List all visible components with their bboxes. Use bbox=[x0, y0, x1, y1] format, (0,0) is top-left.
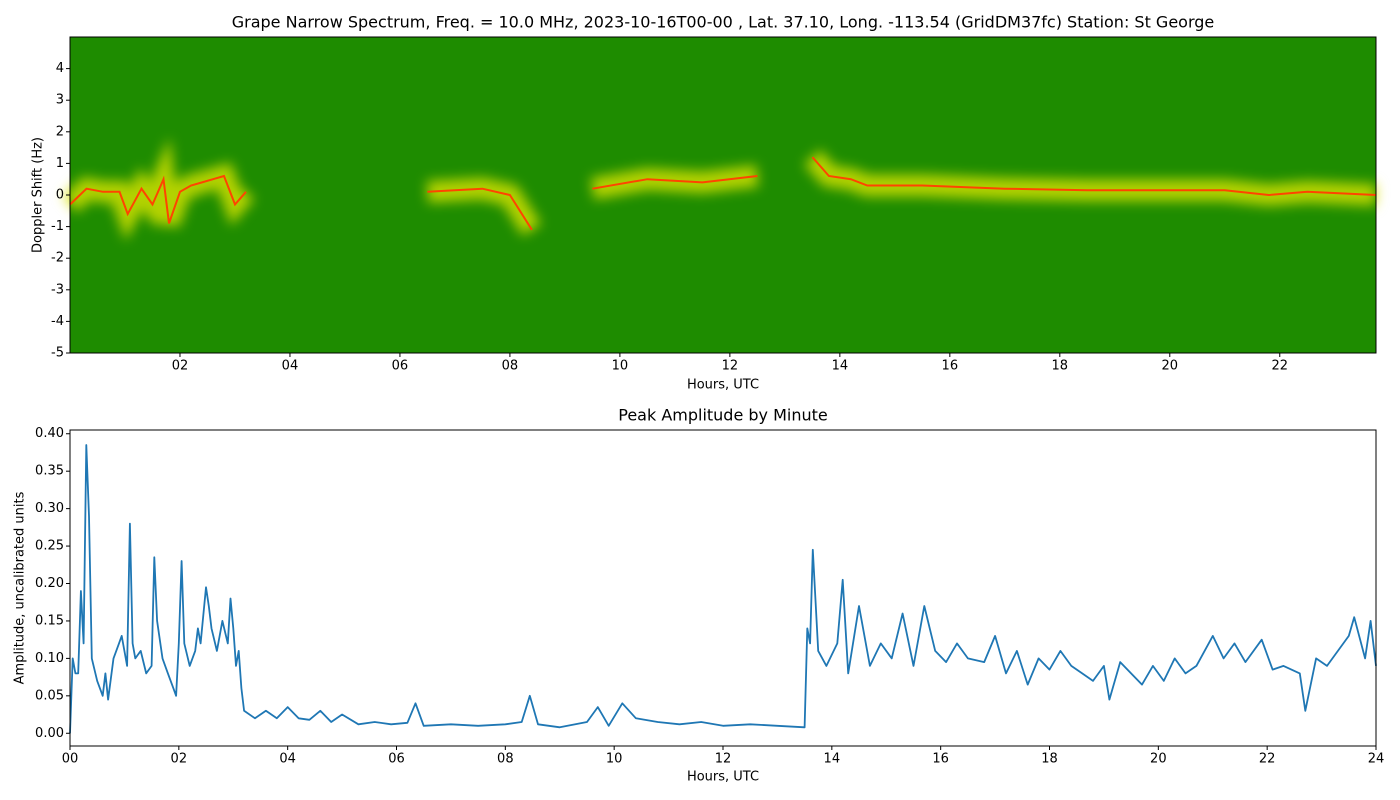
chart-title: Peak Amplitude by Minute bbox=[618, 406, 828, 425]
x-tick-label: 10 bbox=[612, 359, 629, 374]
y-tick-label: -5 bbox=[51, 346, 64, 361]
y-tick-label: 0.25 bbox=[35, 539, 64, 554]
y-tick-label: 0.10 bbox=[35, 651, 64, 666]
x-tick-label: 18 bbox=[1052, 359, 1069, 374]
x-tick-label: 14 bbox=[824, 752, 841, 767]
plot-frame bbox=[69, 429, 1377, 747]
y-tick-label: 2 bbox=[56, 124, 64, 139]
x-tick-label: 02 bbox=[172, 359, 189, 374]
y-axis-label: Doppler Shift (Hz) bbox=[31, 137, 46, 253]
y-axis-label: Amplitude, uncalibrated units bbox=[13, 491, 28, 684]
x-tick-label: 24 bbox=[1368, 752, 1385, 767]
x-axis-label: Hours, UTC bbox=[687, 378, 759, 393]
x-tick-label: 20 bbox=[1150, 752, 1167, 767]
y-tick-label: 1 bbox=[56, 156, 64, 171]
x-tick-label: 20 bbox=[1162, 359, 1179, 374]
chart-title: Grape Narrow Spectrum, Freq. = 10.0 MHz,… bbox=[232, 13, 1215, 32]
x-tick-label: 02 bbox=[171, 752, 188, 767]
y-tick-label: 0.35 bbox=[35, 464, 64, 479]
x-tick-label: 14 bbox=[832, 359, 849, 374]
y-tick-label: -1 bbox=[51, 219, 64, 234]
y-tick-label: 0 bbox=[56, 188, 64, 203]
x-tick-label: 04 bbox=[279, 752, 296, 767]
y-tick-label: 0.05 bbox=[35, 688, 64, 703]
x-tick-label: 12 bbox=[715, 752, 732, 767]
amplitude-line bbox=[69, 444, 1377, 734]
x-tick-label: 18 bbox=[1041, 752, 1058, 767]
y-tick-label: -3 bbox=[51, 282, 64, 297]
x-tick-label: 06 bbox=[388, 752, 405, 767]
y-tick-label: 0.20 bbox=[35, 576, 64, 591]
x-tick-label: 06 bbox=[392, 359, 409, 374]
x-tick-label: 12 bbox=[722, 359, 739, 374]
y-tick-label: 0.40 bbox=[35, 426, 64, 441]
x-tick-label: 16 bbox=[932, 752, 949, 767]
y-tick-label: 3 bbox=[56, 93, 64, 108]
x-tick-label: 04 bbox=[282, 359, 299, 374]
x-tick-label: 08 bbox=[502, 359, 519, 374]
x-tick-label: 10 bbox=[606, 752, 623, 767]
doppler-trace bbox=[69, 156, 1377, 231]
y-tick-label: -2 bbox=[51, 251, 64, 266]
y-tick-label: 0.15 bbox=[35, 613, 64, 628]
x-tick-label: 16 bbox=[942, 359, 959, 374]
y-tick-label: -4 bbox=[51, 314, 64, 329]
x-tick-label: 22 bbox=[1271, 359, 1288, 374]
x-tick-label: 22 bbox=[1259, 752, 1276, 767]
y-tick-label: 0.00 bbox=[35, 726, 64, 741]
x-axis-label: Hours, UTC bbox=[687, 770, 759, 785]
x-tick-label: 00 bbox=[62, 752, 79, 767]
x-tick-label: 08 bbox=[497, 752, 514, 767]
y-tick-label: 0.30 bbox=[35, 501, 64, 516]
y-tick-label: 4 bbox=[56, 61, 64, 76]
